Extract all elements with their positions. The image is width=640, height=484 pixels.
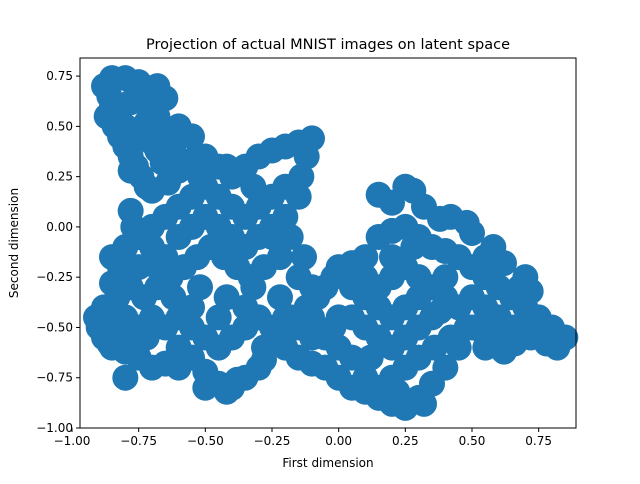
x-tick-label: 0.75: [525, 434, 552, 448]
scatter-point: [379, 189, 405, 216]
x-tick-label: 0.00: [325, 434, 352, 448]
scatter-point: [285, 264, 312, 291]
scatter-point: [472, 334, 499, 361]
scatter-point: [352, 364, 379, 391]
scatter-point: [267, 284, 293, 311]
scatter-point: [277, 223, 304, 250]
scatter-point: [112, 364, 139, 391]
scatter-point: [299, 324, 325, 351]
x-tick-label: −0.75: [120, 434, 157, 448]
scatter-point: [112, 113, 139, 140]
scatter-point: [165, 354, 192, 381]
scatter-point: [179, 294, 205, 321]
x-axis-label: First dimension: [282, 456, 373, 470]
scatter-point: [411, 390, 437, 417]
scatter-point: [139, 177, 165, 204]
plot-frame: [79, 57, 577, 429]
x-tick-label: 0.50: [459, 434, 486, 448]
scatter-point: [187, 274, 213, 301]
x-tick-label: −1.00: [54, 434, 91, 448]
scatter-point: [459, 314, 485, 341]
scatter-point: [152, 85, 179, 112]
y-tick-label: −0.25: [36, 270, 73, 284]
scatter-point: [379, 244, 405, 271]
scatter-point: [240, 274, 267, 301]
scatter-point: [99, 65, 125, 92]
scatter-point: [365, 294, 392, 321]
scatter-point: [232, 294, 259, 321]
scatter-point: [427, 298, 453, 325]
scatter-point: [192, 374, 219, 401]
scatter-point: [384, 378, 411, 405]
scatter-point: [352, 264, 379, 291]
scatter-point: [259, 330, 285, 357]
scatter-point: [85, 310, 112, 337]
y-tick-label: −0.50: [36, 320, 73, 334]
y-tick-label: 0.50: [46, 119, 73, 133]
scatter-point: [117, 157, 144, 184]
scatter-point: [459, 219, 485, 246]
scatter-point: [205, 304, 232, 331]
scatter-point: [320, 314, 347, 341]
scatter-point: [144, 254, 171, 281]
scatter-point: [213, 153, 240, 180]
scatter-point: [357, 344, 384, 371]
y-tick-label: 0.75: [46, 69, 73, 83]
scatter-point: [120, 213, 147, 240]
points-layer: [83, 65, 579, 421]
x-axis: −1.00 −0.75 −0.50 −0.25 0.00 0.25 0.50 0.75: [54, 428, 552, 448]
scatter-point: [352, 244, 379, 271]
x-tick-label: −0.25: [254, 434, 291, 448]
scatter-point: [528, 318, 555, 345]
x-tick-label: 0.25: [392, 434, 419, 448]
scatter-point: [293, 143, 320, 170]
scatter-point: [125, 254, 152, 281]
chart-title: Projection of actual MNIST images on lat…: [146, 37, 510, 53]
y-axis-label: Second dimension: [7, 188, 21, 298]
scatter-point: [99, 270, 125, 297]
y-tick-label: 0.00: [46, 220, 73, 234]
scatter-point: [240, 173, 267, 200]
scatter-point: [291, 244, 317, 271]
scatter-point: [432, 264, 459, 291]
scatter-point: [259, 223, 285, 250]
scatter-point: [517, 278, 544, 305]
scatter-point: [272, 203, 299, 230]
y-tick-label: −1.00: [36, 421, 73, 435]
x-tick-label: −0.50: [187, 434, 224, 448]
scatter-point: [179, 123, 205, 150]
scatter-point: [491, 250, 517, 277]
scatter-point: [445, 334, 472, 361]
scatter-point: [400, 234, 427, 261]
scatter-point: [123, 330, 149, 357]
y-tick-label: −0.75: [36, 371, 73, 385]
scatter-point: [144, 137, 171, 164]
scatter-point: [224, 366, 251, 393]
scatter-point: [171, 153, 197, 180]
y-axis: −1.00 −0.75 −0.50 −0.25 0.00 0.25 0.50 0.75: [36, 69, 80, 435]
y-tick-label: 0.25: [46, 170, 73, 184]
